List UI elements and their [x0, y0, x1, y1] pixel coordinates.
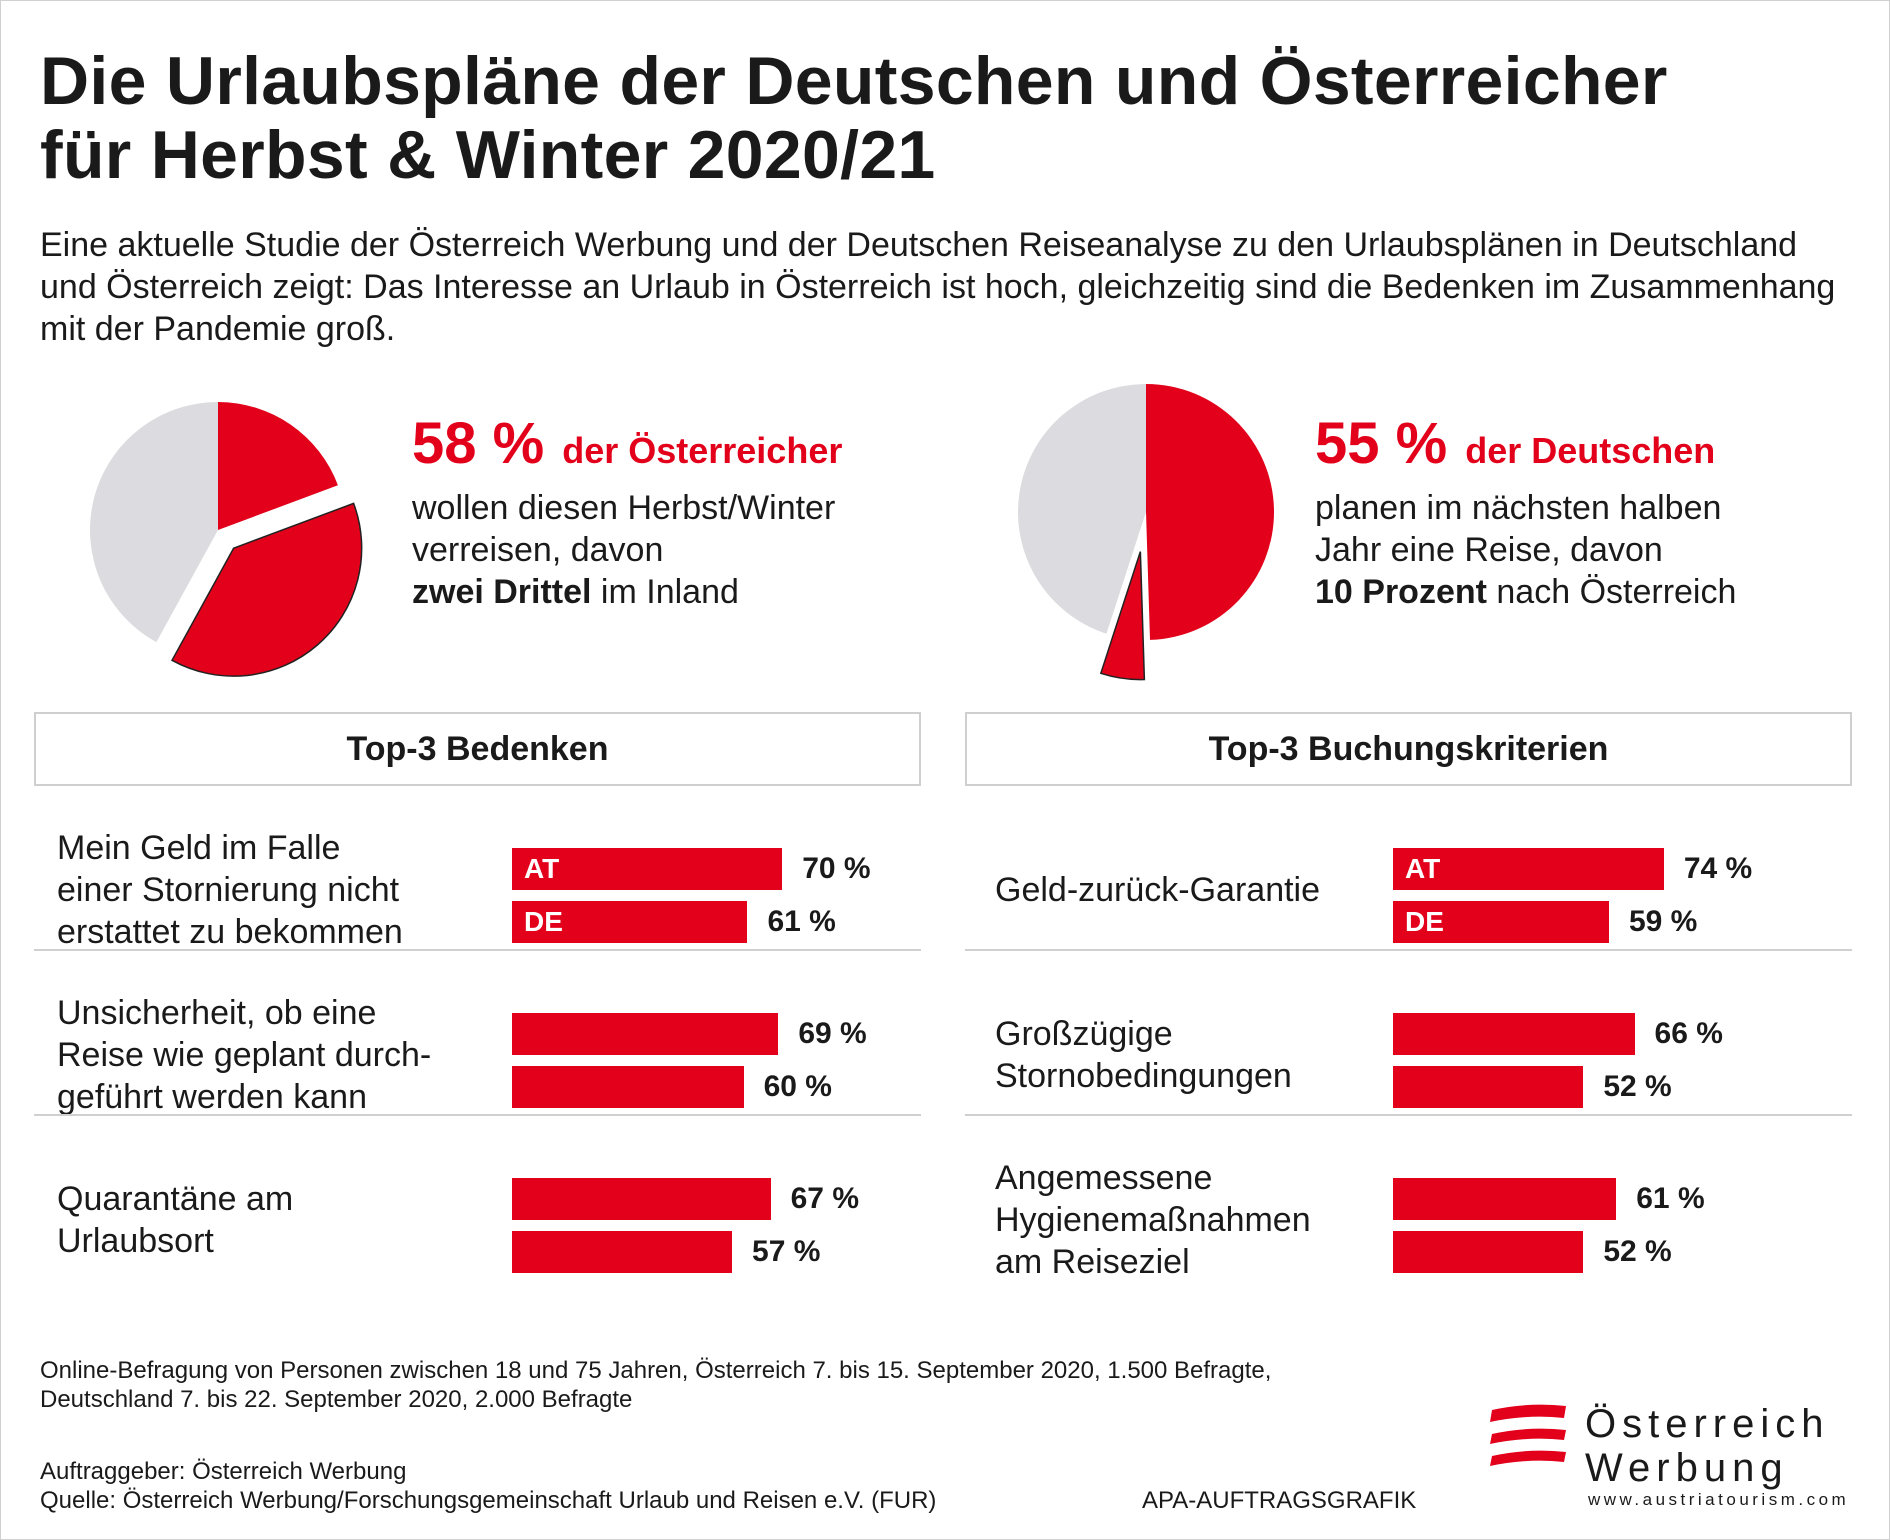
- series-tag: AT: [524, 853, 560, 884]
- row-divider: [34, 1114, 921, 1116]
- apa-label: APA-AUFTRAGSGRAFIK: [1142, 1487, 1417, 1514]
- criteria-header: Top-3 Buchungskriterien: [965, 712, 1852, 786]
- logo-url: www.austriatourism.com: [1588, 1490, 1850, 1509]
- bar-value-label: 52 %: [1603, 1235, 1672, 1268]
- bar-at: [1393, 1178, 1617, 1220]
- survey-footnote: Online-Befragung von Personen zwischen 1…: [40, 1357, 1272, 1413]
- bar-value-label: 52 %: [1603, 1070, 1672, 1103]
- pie-slice-domestic: [171, 502, 363, 677]
- kpi-austria-bold: zwei Drittel: [412, 573, 592, 611]
- bar-value-label: 74 %: [1683, 852, 1753, 885]
- pie-slice-abroad: [218, 402, 338, 530]
- row-divider: [965, 949, 1852, 951]
- pie-slice-other-destinations: [1146, 384, 1274, 640]
- kpi-austria-percent: 58 %: [412, 411, 545, 476]
- bar-de: DE: [512, 901, 748, 943]
- kpi-austria-rest: im Inland: [591, 573, 739, 611]
- bar-de: [512, 1231, 733, 1273]
- category-label: Angemessene Hygienemaßnahmen am Reisezie…: [995, 1159, 1311, 1281]
- kpi-germany-description: planen im nächsten halben Jahr eine Reis…: [1315, 487, 1875, 613]
- bar-de: [512, 1066, 744, 1108]
- bar-value-label: 61 %: [767, 905, 836, 938]
- austria-flag-logo-icon: [1490, 1404, 1566, 1466]
- row-divider: [34, 949, 921, 951]
- bar-value-label: 66 %: [1654, 1017, 1723, 1050]
- kpi-germany-percent: 55 %: [1315, 411, 1448, 476]
- pie-chart-austria: [90, 402, 363, 677]
- kpi-austria: 58 % der Österreicher wollen diesen Herbs…: [412, 410, 932, 613]
- bar-value-label: 70 %: [802, 852, 871, 885]
- page-title: Die Urlaubspläne der Deutschen und Öster…: [40, 43, 1668, 193]
- bar-at: [512, 1013, 779, 1055]
- logo-wordmark: Österreich Werbung: [1585, 1402, 1830, 1490]
- bar-at: [1393, 1013, 1635, 1055]
- bar-at: AT: [512, 848, 783, 890]
- bar-value-label: 61 %: [1636, 1182, 1705, 1215]
- category-label: Unsicherheit, ob eine Reise wie geplant …: [57, 994, 432, 1116]
- kpi-germany-line1: planen im nächsten halben: [1315, 489, 1722, 527]
- kpi-germany-line3: 10 Prozent nach Österreich: [1315, 571, 1875, 613]
- source-note: Auftraggeber: Österreich Werbung Quelle:…: [40, 1458, 937, 1514]
- pie-slice-austria: [1099, 551, 1146, 681]
- intro-text: Eine aktuelle Studie der Österreich Werb…: [40, 226, 1836, 348]
- pie-chart-germany: [1018, 384, 1274, 681]
- category-label: Mein Geld im Falle einer Stornierung nic…: [57, 829, 403, 951]
- bar-value-label: 57 %: [752, 1235, 821, 1268]
- row-divider: [965, 1114, 1852, 1116]
- pie-slice-no-travel: [90, 402, 218, 643]
- bar-value-label: 60 %: [763, 1070, 832, 1103]
- category-label: Großzügige Stornobedingungen: [995, 1015, 1292, 1095]
- series-tag: DE: [524, 906, 563, 937]
- bar-de: [1393, 1231, 1584, 1273]
- series-tag: AT: [1405, 853, 1441, 884]
- bar-at: [512, 1178, 771, 1220]
- bar-at: AT: [1393, 848, 1664, 890]
- kpi-germany: 55 % der Deutschen planen im nächsten hal…: [1315, 410, 1875, 613]
- bar-value-label: 59 %: [1628, 905, 1698, 938]
- bar-value-label: 69 %: [798, 1017, 867, 1050]
- kpi-austria-line1: wollen diesen Herbst/Winter: [412, 489, 836, 527]
- pie-slice-no-travel: [1018, 384, 1146, 634]
- concerns-header: Top-3 Bedenken: [34, 712, 921, 786]
- kpi-austria-description: wollen diesen Herbst/Winter verreisen, d…: [412, 487, 932, 613]
- category-label: Geld-zurück-Garantie: [995, 871, 1321, 909]
- bar-de: [1393, 1066, 1584, 1108]
- kpi-austria-line2: verreisen, davon: [412, 531, 664, 569]
- kpi-austria-group: der Österreicher: [562, 430, 843, 471]
- kpi-germany-line2: Jahr eine Reise, davon: [1315, 531, 1663, 569]
- bar-de: DE: [1393, 901, 1609, 943]
- series-tag: DE: [1405, 906, 1444, 937]
- kpi-germany-group: der Deutschen: [1465, 430, 1716, 471]
- category-label: Quarantäne am Urlaubsort: [57, 1180, 294, 1260]
- kpi-germany-bold: 10 Prozent: [1315, 573, 1487, 611]
- kpi-austria-line3: zwei Drittel im Inland: [412, 571, 932, 613]
- kpi-germany-rest: nach Österreich: [1486, 573, 1737, 611]
- bar-value-label: 67 %: [790, 1182, 859, 1215]
